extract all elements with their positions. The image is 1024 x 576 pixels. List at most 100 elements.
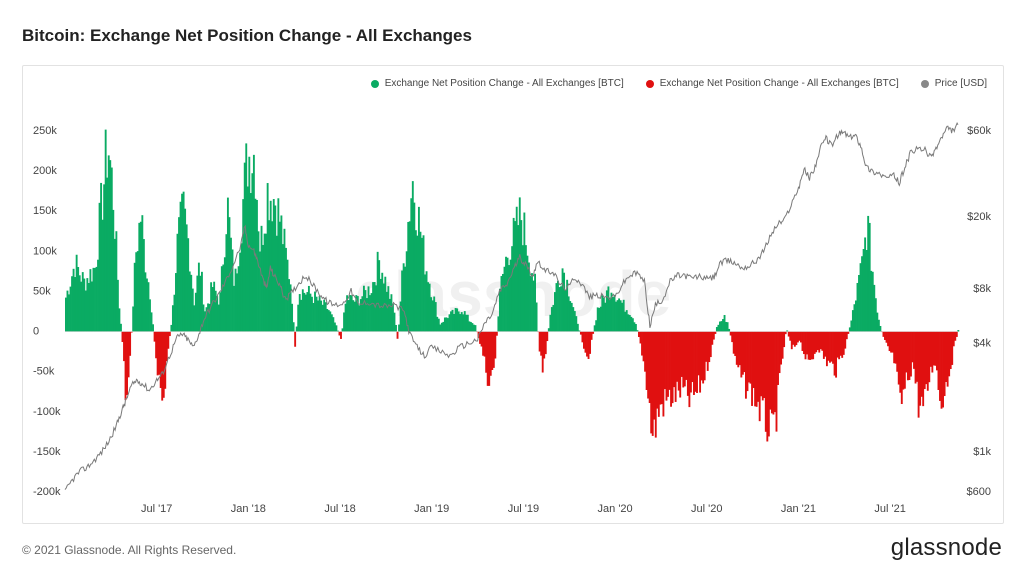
bar-inflow (277, 198, 280, 332)
bar-inflow (402, 263, 405, 332)
bar-outflow (340, 331, 342, 339)
bar-inflow (106, 177, 109, 332)
bar-inflow (436, 316, 439, 332)
bar-outflow (644, 331, 647, 372)
bar-inflow (505, 256, 507, 332)
bar-outflow (839, 331, 842, 356)
bar-inflow (191, 288, 194, 332)
bar-inflow (610, 292, 613, 332)
bar-inflow (563, 272, 566, 332)
bar-outflow (126, 331, 128, 395)
bar-outflow (829, 331, 831, 363)
bar-inflow (306, 292, 309, 332)
bar-inflow (622, 299, 625, 332)
bar-inflow (534, 273, 536, 332)
bar-inflow (95, 266, 98, 332)
bar-inflow (347, 300, 350, 332)
bar-outflow (162, 331, 165, 398)
bar-outflow (822, 331, 825, 359)
bar-outflow (648, 331, 651, 403)
bar-outflow (934, 331, 937, 366)
bar-outflow (592, 331, 595, 334)
legend-green-dot-icon (370, 79, 379, 88)
bar-outflow (920, 331, 923, 397)
bar-inflow (300, 299, 303, 332)
bar-outflow (835, 331, 838, 378)
bar-inflow (248, 156, 251, 332)
bar-outflow (746, 331, 749, 392)
bar-inflow (359, 299, 362, 332)
bar-inflow (133, 262, 136, 332)
bar-inflow (877, 319, 880, 332)
bar-outflow (882, 331, 885, 337)
bar-inflow (393, 312, 396, 332)
bar-inflow (851, 310, 854, 332)
bar-outflow (121, 331, 124, 343)
bar-outflow (703, 331, 706, 381)
bar-inflow (242, 199, 245, 332)
bar-inflow (332, 317, 335, 332)
y-left-tick-label: 250k (33, 125, 57, 137)
bar-inflow (558, 287, 561, 332)
bar-inflow (518, 197, 521, 332)
bar-inflow (378, 260, 381, 332)
bar-inflow (448, 314, 451, 332)
bar-inflow (75, 254, 78, 332)
bar-inflow (521, 245, 524, 332)
bar-outflow (680, 331, 683, 377)
bar-inflow (871, 271, 874, 332)
bar-inflow (110, 167, 113, 332)
legend-red-dot-icon (645, 79, 654, 88)
bar-outflow (737, 331, 740, 368)
legend-label-outflow: Exchange Net Position Change - All Excha… (659, 78, 899, 89)
legend-item-outflow[interactable]: Exchange Net Position Change - All Excha… (645, 78, 899, 89)
bar-outflow (735, 331, 738, 365)
bar-inflow (517, 225, 520, 332)
bar-inflow (77, 267, 80, 332)
legend-label-price: Price [USD] (934, 78, 987, 89)
legend-label-inflow: Exchange Net Position Change - All Excha… (384, 78, 624, 89)
bar-inflow (107, 155, 110, 332)
bar-outflow (540, 331, 543, 356)
bar-outflow (905, 331, 908, 373)
bar-inflow (861, 256, 863, 332)
x-tick-label: Jul '21 (874, 503, 905, 515)
bar-inflow (311, 296, 313, 332)
bar-outflow (815, 331, 818, 353)
y-right-tick-label: $4k (973, 337, 991, 349)
bar-outflow (940, 331, 943, 409)
bar-inflow (595, 320, 598, 332)
bar-outflow (664, 331, 666, 390)
bar-outflow (899, 331, 902, 393)
bar-inflow (523, 212, 526, 332)
bar-outflow (767, 331, 770, 437)
bar-inflow (344, 303, 347, 332)
bar-outflow (790, 331, 793, 350)
bar-inflow (309, 293, 312, 332)
bar-inflow (633, 322, 636, 332)
x-tick-label: Jul '20 (691, 503, 722, 515)
legend-item-inflow[interactable]: Exchange Net Position Change - All Excha… (370, 78, 624, 89)
bar-inflow (509, 259, 512, 332)
bar-inflow (216, 296, 219, 332)
bar-outflow (709, 331, 712, 358)
bar-inflow (118, 308, 121, 332)
bar-inflow (243, 162, 246, 332)
bar-inflow (564, 289, 567, 332)
bar-outflow (583, 331, 585, 349)
bar-inflow (356, 296, 359, 332)
bar-outflow (890, 331, 893, 353)
bar-inflow (152, 324, 154, 332)
bar-outflow (931, 331, 934, 373)
bar-inflow (451, 309, 454, 332)
bar-inflow (720, 321, 723, 332)
bar-outflow (838, 331, 841, 360)
bar-inflow (430, 297, 433, 332)
glassnode-logo[interactable]: glassnode (890, 534, 1002, 561)
bar-outflow (880, 331, 883, 333)
bar-inflow (850, 320, 853, 332)
bar-inflow (447, 318, 449, 332)
legend-item-price[interactable]: Price [USD] (920, 78, 987, 89)
bar-outflow (784, 331, 787, 335)
x-tick-label: Jul '18 (324, 503, 355, 515)
